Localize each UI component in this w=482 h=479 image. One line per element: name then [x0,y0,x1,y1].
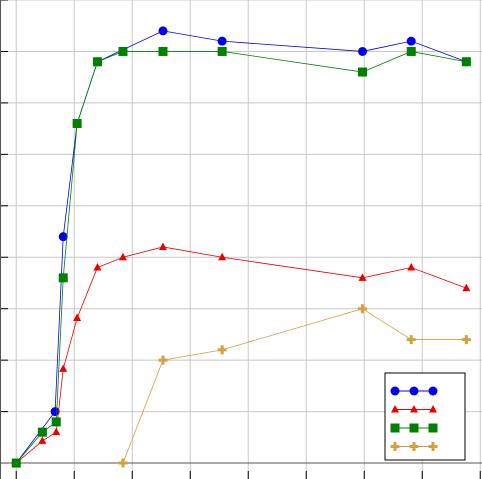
legend-marker [390,386,400,396]
point [59,364,68,372]
point [58,232,68,242]
point [461,335,471,345]
point [93,263,102,271]
legend-marker [409,442,419,451]
point [461,57,471,67]
point [158,242,167,250]
legend-marker [390,442,400,451]
point [358,46,368,56]
point [217,46,227,56]
legend-marker [409,423,419,433]
legend-marker [409,386,419,396]
point [72,118,82,128]
point [217,345,227,355]
legend-marker [428,386,438,396]
point [11,458,21,468]
legend-marker [428,442,438,451]
point [158,26,168,36]
point [358,67,368,77]
legend-marker [429,405,437,413]
point [462,283,471,292]
point [406,36,416,46]
point [118,458,128,468]
point [217,36,227,46]
point [158,46,168,56]
point [38,436,47,444]
series-line [122,308,467,464]
point [218,252,227,261]
point [358,304,368,314]
point [406,335,416,345]
series-line [15,30,467,464]
point [52,427,61,436]
legend-marker [428,423,438,433]
legend-marker [391,405,399,413]
legend-marker [410,405,418,413]
point [158,355,168,365]
point [406,46,416,56]
point [407,263,416,271]
point [92,57,102,67]
point [58,273,68,283]
point [118,46,128,56]
point [118,252,127,261]
point [73,313,82,321]
legend-marker [390,423,400,433]
point [358,273,367,281]
point [37,427,47,437]
point [50,407,60,417]
point [51,417,61,427]
